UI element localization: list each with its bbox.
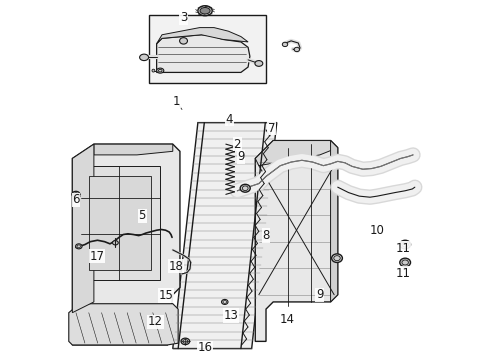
Text: 17: 17 — [89, 249, 104, 262]
Polygon shape — [156, 35, 249, 72]
Text: 15: 15 — [159, 289, 173, 302]
Ellipse shape — [399, 240, 410, 249]
Bar — [81, 166, 160, 280]
Text: 6: 6 — [72, 193, 80, 206]
Bar — [149, 15, 265, 83]
Ellipse shape — [254, 60, 262, 66]
Text: 8: 8 — [262, 229, 269, 242]
Ellipse shape — [198, 6, 212, 16]
Text: 9: 9 — [237, 150, 244, 163]
Ellipse shape — [76, 244, 82, 249]
Ellipse shape — [112, 240, 118, 245]
Ellipse shape — [240, 184, 250, 192]
Ellipse shape — [156, 68, 163, 73]
Text: 9: 9 — [315, 288, 323, 301]
Polygon shape — [156, 28, 247, 44]
Text: 11: 11 — [395, 267, 409, 280]
Polygon shape — [72, 144, 180, 345]
Ellipse shape — [152, 69, 155, 72]
Bar — [88, 176, 151, 270]
Text: 18: 18 — [168, 260, 183, 273]
Polygon shape — [72, 144, 94, 313]
Ellipse shape — [179, 38, 187, 44]
Polygon shape — [330, 140, 337, 302]
Ellipse shape — [72, 191, 80, 197]
Text: 13: 13 — [223, 309, 238, 322]
Text: 3: 3 — [180, 12, 187, 24]
Text: 16: 16 — [197, 341, 212, 354]
Text: 10: 10 — [369, 224, 384, 237]
Polygon shape — [255, 140, 337, 341]
Ellipse shape — [181, 338, 189, 345]
Text: 14: 14 — [279, 313, 294, 327]
Text: 11: 11 — [395, 242, 409, 255]
Ellipse shape — [282, 42, 287, 46]
Ellipse shape — [399, 258, 410, 267]
Text: 1: 1 — [172, 95, 180, 108]
Text: 2: 2 — [233, 138, 241, 150]
Polygon shape — [255, 140, 337, 166]
Text: 5: 5 — [138, 210, 146, 222]
Text: 12: 12 — [148, 315, 163, 328]
Ellipse shape — [294, 47, 299, 51]
Ellipse shape — [221, 300, 227, 305]
Polygon shape — [172, 123, 276, 348]
Polygon shape — [94, 144, 172, 155]
Text: 7: 7 — [267, 122, 275, 135]
Ellipse shape — [139, 54, 148, 60]
Polygon shape — [69, 304, 178, 345]
Ellipse shape — [331, 254, 342, 262]
Text: 4: 4 — [225, 113, 233, 126]
Ellipse shape — [200, 8, 210, 14]
